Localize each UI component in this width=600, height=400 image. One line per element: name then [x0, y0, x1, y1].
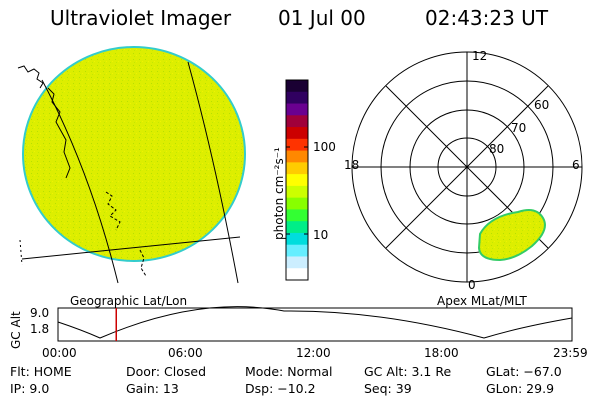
colorbar-cell: [286, 150, 308, 163]
coastline: [19, 239, 23, 266]
altitude-tick-9: 9.0: [30, 306, 49, 320]
instrument-title: Ultraviolet Imager: [50, 6, 232, 30]
status-door: Door: Closed: [126, 364, 207, 379]
colorbar-cell: [286, 232, 308, 246]
mlat-label-80: 80: [489, 142, 504, 156]
time-tick-0600: 06:00: [168, 346, 203, 360]
status-mode: Mode: Normal: [245, 364, 333, 379]
mlt-label-18: 18: [344, 158, 359, 172]
image-date: 01 Jul 00: [278, 6, 366, 30]
coastline: [47, 87, 71, 179]
image-time: 02:43:23 UT: [425, 6, 549, 30]
colorbar-cell: [286, 138, 308, 152]
colorbar-cell: [286, 103, 308, 116]
geo-meridian-line: [187, 61, 239, 284]
geo-panel-caption: Geographic Lat/Lon: [70, 294, 188, 308]
colorbar-cell: [286, 80, 308, 93]
altitude-timeline[interactable]: GC Alt 9.0 1.8: [0, 300, 600, 362]
colorbar-cell: [286, 209, 308, 222]
status-gain: Gain: 13: [126, 381, 179, 396]
time-tick-2359: 23:59: [553, 346, 588, 360]
time-tick-0000: 00:00: [42, 346, 77, 360]
mlt-label-12: 12: [472, 49, 487, 63]
status-dsp: Dsp: −10.2: [245, 381, 316, 396]
colorbar-cell: [286, 244, 308, 257]
uv-image-disc: [22, 46, 246, 262]
colorbar-cell: [286, 127, 308, 140]
mlat-label-60: 60: [534, 98, 549, 112]
colorbar: [285, 79, 309, 281]
polar-mlt-panel: 12 18 6 0 60 70 80: [344, 49, 583, 292]
colorbar-cell: [286, 221, 308, 234]
mlat-label-70: 70: [511, 121, 526, 135]
auroral-oval: [477, 209, 546, 262]
geographic-image-panel: [17, 46, 246, 284]
status-flight: Flt: HOME: [10, 364, 72, 379]
colorbar-cell: [286, 91, 308, 105]
colorbar-cell: [286, 197, 308, 210]
polar-panel-caption: Apex MLat/MLT: [437, 294, 527, 308]
status-glon: GLon: 29.9: [486, 381, 555, 396]
colorbar-cell: [286, 115, 308, 128]
colorbar-cell: [286, 162, 308, 175]
status-seq: Seq: 39: [364, 381, 412, 396]
time-tick-1800: 18:00: [424, 346, 459, 360]
mlt-label-0: 0: [468, 278, 476, 292]
altitude-plot-frame: [57, 307, 573, 342]
geo-latitude-line: [21, 236, 241, 260]
time-tick-1200: 12:00: [296, 346, 331, 360]
geo-meridian-line: [41, 79, 119, 284]
mlt-label-6: 6: [572, 158, 580, 172]
colorbar-tick-10: 10: [313, 228, 329, 242]
colorbar-cell: [286, 256, 308, 269]
colorbar-tick-100: 100: [313, 140, 336, 154]
status-glat: GLat: −67.0: [486, 364, 562, 379]
coastline: [17, 65, 44, 89]
status-gc-alt: GC Alt: 3.1 Re: [364, 364, 452, 379]
coastline: [105, 191, 121, 231]
altitude-curve: [57, 306, 573, 339]
altitude-axis-label: GC Alt: [9, 311, 23, 349]
colorbar-cell: [286, 268, 308, 281]
altitude-tick-1.8: 1.8: [30, 322, 49, 336]
colorbar-cell: [286, 174, 308, 187]
colorbar-unit-label: photon cm⁻²s⁻¹: [272, 147, 286, 240]
colorbar-cell: [286, 185, 308, 199]
status-ip: IP: 9.0: [10, 381, 50, 396]
